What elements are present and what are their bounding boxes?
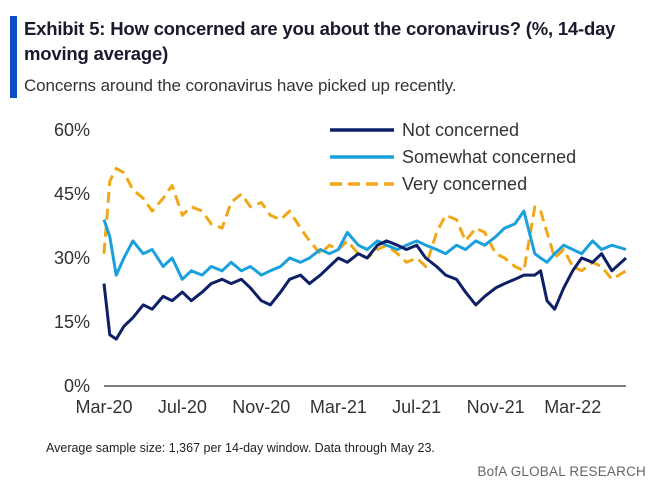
x-tick-label: Mar-20 [75,397,132,417]
x-tick-label: Nov-21 [467,397,525,417]
x-tick-label: Mar-21 [310,397,367,417]
line-chart: 0% 15% 30% 45% 60% Mar-20 Jul-20 Nov-20 Mar-21 J… [54,120,628,417]
y-tick-label: 45% [54,184,90,204]
x-tick-label: Jul-20 [158,397,207,417]
legend-label: Somewhat concerned [402,147,576,167]
chart-subtitle: Concerns around the coronavirus have pic… [24,76,457,95]
chart-title: Exhibit 5: How concerned are you about t… [24,18,616,64]
y-tick-label: 0% [64,376,90,396]
series-line-not-concerned [102,239,628,341]
series-line-somewhat-concerned [102,209,627,281]
y-tick-label: 30% [54,248,90,268]
y-tick-label: 60% [54,120,90,140]
y-tick-label: 15% [54,312,90,332]
x-tick-label: Mar-22 [544,397,601,417]
x-tick-label: Jul-21 [392,397,441,417]
legend-label: Not concerned [402,120,519,140]
legend: Not concerned Somewhat concerned Very conc… [330,120,576,194]
accent-bar [10,16,17,98]
x-tick-label: Nov-20 [232,397,290,417]
footnote: Average sample size: 1,367 per 14-day wi… [46,441,435,455]
x-axis: Mar-20 Jul-20 Nov-20 Mar-21 Jul-21 Nov-21 Mar-… [75,385,626,417]
y-axis: 0% 15% 30% 45% 60% [54,120,90,396]
series-line-very-concerned [102,166,627,281]
legend-label: Very concerned [402,174,527,194]
source-label: BofA GLOBAL RESEARCH [477,464,646,479]
series-layer [102,166,628,341]
